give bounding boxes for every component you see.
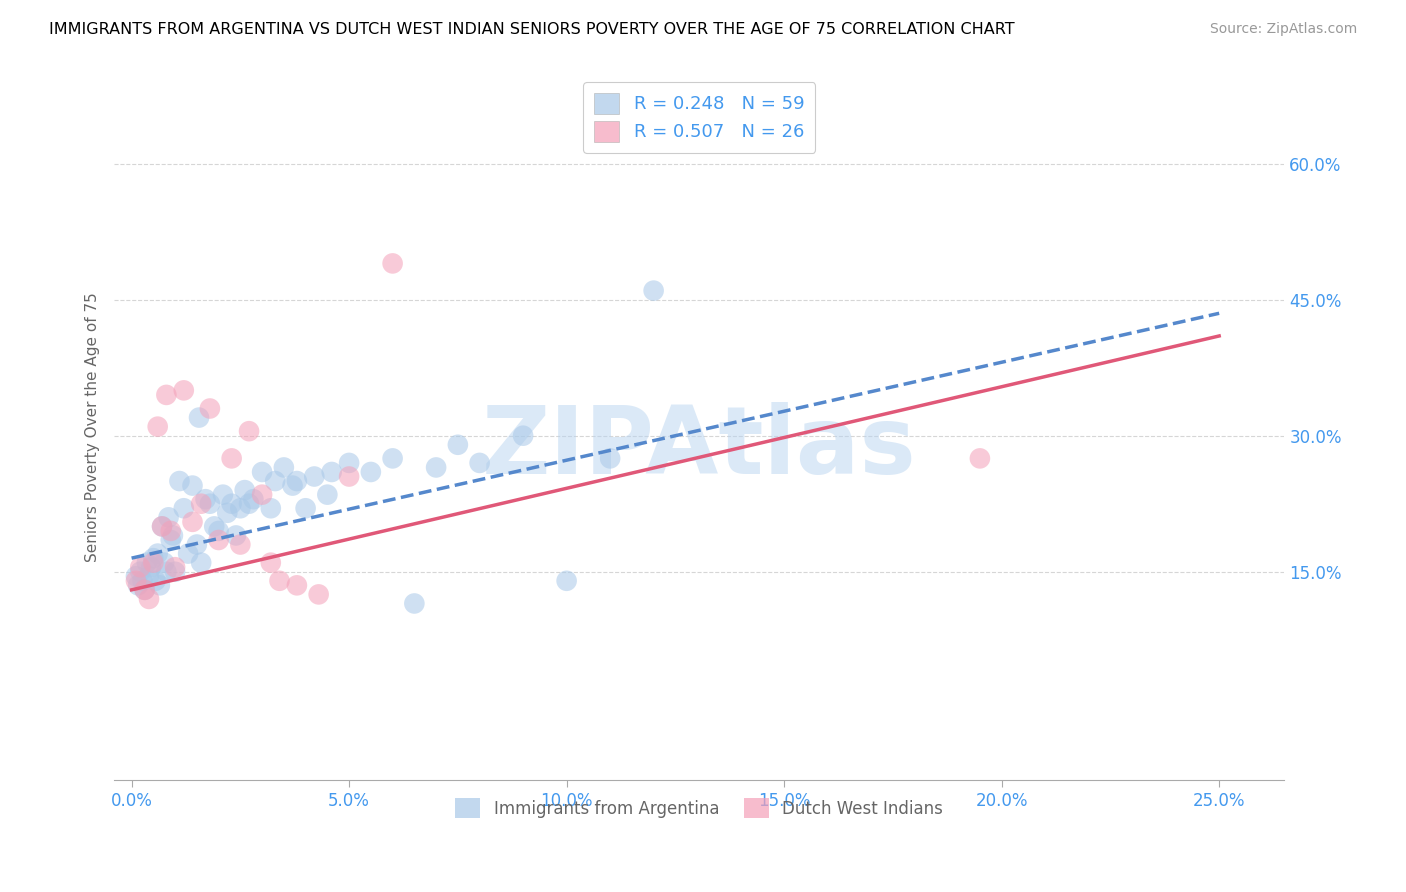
Point bbox=[169, 474, 191, 488]
Point bbox=[221, 451, 243, 466]
Point bbox=[142, 551, 165, 566]
Point bbox=[162, 528, 184, 542]
Point bbox=[233, 483, 256, 497]
Point bbox=[381, 256, 404, 270]
Point bbox=[260, 501, 283, 516]
Point bbox=[337, 469, 360, 483]
Point bbox=[447, 438, 470, 452]
Point bbox=[360, 465, 382, 479]
Point bbox=[146, 547, 169, 561]
Point bbox=[181, 478, 204, 492]
Point bbox=[159, 533, 181, 547]
Point bbox=[229, 537, 252, 551]
Point bbox=[207, 524, 229, 538]
Point bbox=[138, 591, 160, 606]
Point bbox=[260, 556, 283, 570]
Point bbox=[281, 478, 304, 492]
Point bbox=[129, 565, 152, 579]
Point bbox=[207, 533, 229, 547]
Point bbox=[304, 469, 326, 483]
Point bbox=[404, 597, 426, 611]
Point bbox=[129, 560, 152, 574]
Point bbox=[165, 565, 187, 579]
Point bbox=[190, 556, 212, 570]
Point bbox=[264, 474, 287, 488]
Text: IMMIGRANTS FROM ARGENTINA VS DUTCH WEST INDIAN SENIORS POVERTY OVER THE AGE OF 7: IMMIGRANTS FROM ARGENTINA VS DUTCH WEST … bbox=[49, 22, 1015, 37]
Point bbox=[150, 519, 173, 533]
Point bbox=[599, 451, 621, 466]
Legend: Immigrants from Argentina, Dutch West Indians: Immigrants from Argentina, Dutch West In… bbox=[449, 791, 950, 825]
Point bbox=[134, 582, 156, 597]
Point bbox=[190, 497, 212, 511]
Point bbox=[316, 488, 339, 502]
Point bbox=[238, 424, 260, 438]
Point bbox=[321, 465, 343, 479]
Point bbox=[969, 451, 991, 466]
Point bbox=[250, 488, 273, 502]
Point bbox=[381, 451, 404, 466]
Point bbox=[242, 492, 264, 507]
Point bbox=[221, 497, 243, 511]
Point bbox=[153, 556, 176, 570]
Point bbox=[131, 574, 153, 588]
Point bbox=[643, 284, 665, 298]
Point bbox=[127, 578, 149, 592]
Point bbox=[273, 460, 295, 475]
Point bbox=[285, 474, 308, 488]
Point bbox=[177, 547, 200, 561]
Point bbox=[250, 465, 273, 479]
Point bbox=[337, 456, 360, 470]
Point bbox=[155, 388, 177, 402]
Y-axis label: Seniors Poverty Over the Age of 75: Seniors Poverty Over the Age of 75 bbox=[86, 292, 100, 562]
Point bbox=[202, 519, 225, 533]
Point bbox=[198, 497, 221, 511]
Point bbox=[512, 428, 534, 442]
Point bbox=[217, 506, 239, 520]
Point bbox=[125, 569, 148, 583]
Point bbox=[150, 519, 173, 533]
Point bbox=[212, 488, 235, 502]
Point bbox=[146, 419, 169, 434]
Text: ZIPAtlas: ZIPAtlas bbox=[482, 402, 917, 494]
Point bbox=[229, 501, 252, 516]
Point bbox=[225, 528, 247, 542]
Point bbox=[134, 582, 156, 597]
Point bbox=[159, 524, 181, 538]
Point bbox=[138, 569, 160, 583]
Text: Source: ZipAtlas.com: Source: ZipAtlas.com bbox=[1209, 22, 1357, 37]
Point bbox=[165, 560, 187, 574]
Point bbox=[155, 565, 177, 579]
Point bbox=[186, 537, 208, 551]
Point bbox=[194, 492, 217, 507]
Point bbox=[425, 460, 447, 475]
Point bbox=[468, 456, 491, 470]
Point bbox=[198, 401, 221, 416]
Point bbox=[173, 384, 195, 398]
Point bbox=[173, 501, 195, 516]
Point bbox=[141, 560, 163, 574]
Point bbox=[157, 510, 180, 524]
Point bbox=[181, 515, 204, 529]
Point bbox=[145, 574, 167, 588]
Point bbox=[188, 410, 211, 425]
Point bbox=[308, 587, 330, 601]
Point bbox=[285, 578, 308, 592]
Point bbox=[269, 574, 291, 588]
Point bbox=[555, 574, 578, 588]
Point bbox=[149, 578, 172, 592]
Point bbox=[142, 556, 165, 570]
Point bbox=[238, 497, 260, 511]
Point bbox=[135, 556, 157, 570]
Point bbox=[125, 574, 148, 588]
Point bbox=[294, 501, 316, 516]
